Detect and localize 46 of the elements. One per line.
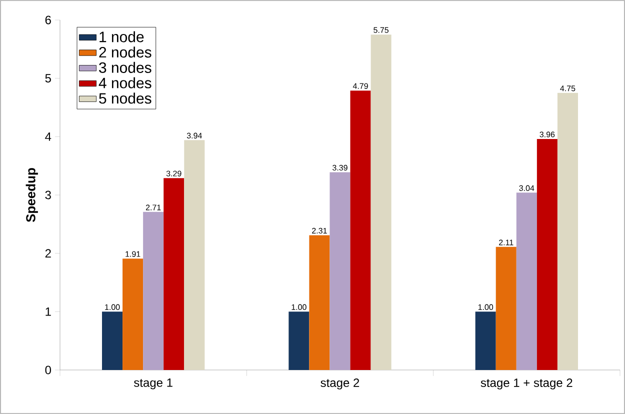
- bar: [557, 92, 578, 370]
- y-tick-label: 1: [46, 308, 51, 316]
- legend-label: 3 nodes: [99, 62, 152, 73]
- x-tick-label: stage 1: [134, 378, 172, 390]
- data-label: 1.00: [105, 304, 120, 310]
- data-label: 2.31: [312, 228, 327, 234]
- data-label: 3.96: [540, 132, 555, 138]
- bar: [164, 178, 184, 370]
- bar: [350, 90, 371, 370]
- y-tick-label: 4: [45, 132, 52, 141]
- data-label: 5.75: [374, 27, 389, 33]
- bar: [475, 312, 496, 370]
- bar: [370, 34, 392, 370]
- x-tick-label: stage 2: [320, 378, 360, 390]
- data-label: 3.04: [519, 185, 534, 191]
- bar: [288, 312, 310, 370]
- data-label: 2.71: [146, 204, 161, 210]
- bar: [122, 258, 144, 370]
- bar: [102, 312, 123, 370]
- legend-label: 1 node: [100, 31, 144, 42]
- data-label: 3.94: [186, 132, 202, 138]
- data-label: 1.00: [478, 304, 494, 310]
- bar: [309, 235, 330, 370]
- y-axis-title: Speedup: [26, 168, 38, 222]
- y-tick-label: 2: [45, 249, 51, 258]
- legend-label: 2 nodes: [99, 46, 152, 58]
- data-label: 3.39: [332, 164, 348, 171]
- data-label: 1.91: [126, 251, 140, 257]
- bar: [184, 140, 205, 370]
- data-label: 1.00: [292, 304, 306, 310]
- y-tick-label: 0: [45, 366, 52, 374]
- y-tick-label: 6: [45, 16, 51, 24]
- x-tick-label: stage 1 + stage 2: [480, 378, 572, 390]
- data-label: 4.79: [352, 83, 368, 89]
- bar: [143, 212, 164, 370]
- y-tick-label: 5: [45, 74, 51, 83]
- data-label: 2.11: [499, 240, 514, 246]
- legend-label: 5 nodes: [99, 92, 152, 104]
- y-tick-label: 3: [45, 190, 51, 200]
- bar: [516, 192, 537, 370]
- legend-label: 4 nodes: [98, 77, 152, 88]
- bar: [496, 246, 516, 370]
- data-label: 3.29: [166, 170, 182, 176]
- data-label: 4.75: [560, 86, 576, 92]
- bar: [330, 172, 350, 370]
- bar: [536, 138, 558, 370]
